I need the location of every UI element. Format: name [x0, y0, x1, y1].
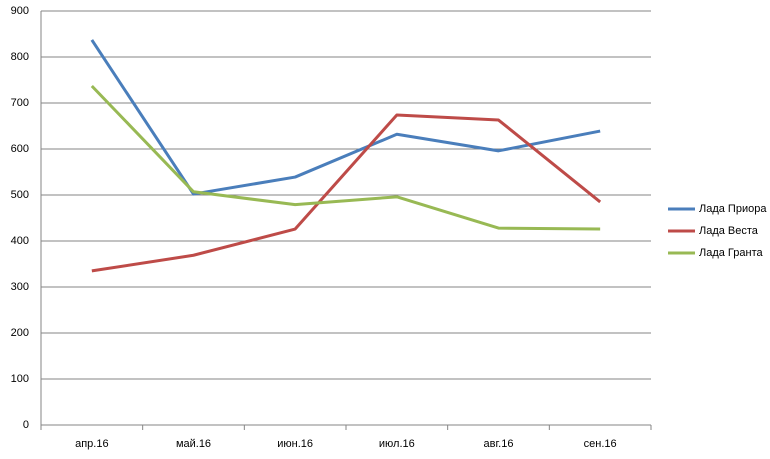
legend-label: Лада Гранта — [699, 247, 763, 259]
y-tick-label: 600 — [11, 143, 29, 155]
x-tick-label: май.16 — [176, 438, 211, 450]
y-tick-label: 500 — [11, 189, 29, 201]
x-tick-label: сен.16 — [584, 438, 617, 450]
y-tick-label: 200 — [11, 327, 29, 339]
y-tick-label: 100 — [11, 373, 29, 385]
x-tick-label: июн.16 — [277, 438, 313, 450]
y-tick-label: 0 — [23, 419, 29, 431]
series-line — [91, 113, 602, 273]
legend-label: Лада Приора — [699, 203, 767, 215]
y-tick-label: 900 — [11, 5, 29, 17]
y-tick-label: 700 — [11, 97, 29, 109]
x-tick-label: июл.16 — [379, 438, 415, 450]
x-tick-label: авг.16 — [484, 438, 514, 450]
x-tick-label: апр.16 — [75, 438, 108, 450]
y-tick-label: 300 — [11, 281, 29, 293]
series-line — [90, 39, 601, 196]
y-tick-label: 800 — [11, 51, 29, 63]
y-tick-label: 400 — [11, 235, 29, 247]
legend-label: Лада Веста — [699, 225, 759, 237]
series-line — [90, 84, 601, 231]
